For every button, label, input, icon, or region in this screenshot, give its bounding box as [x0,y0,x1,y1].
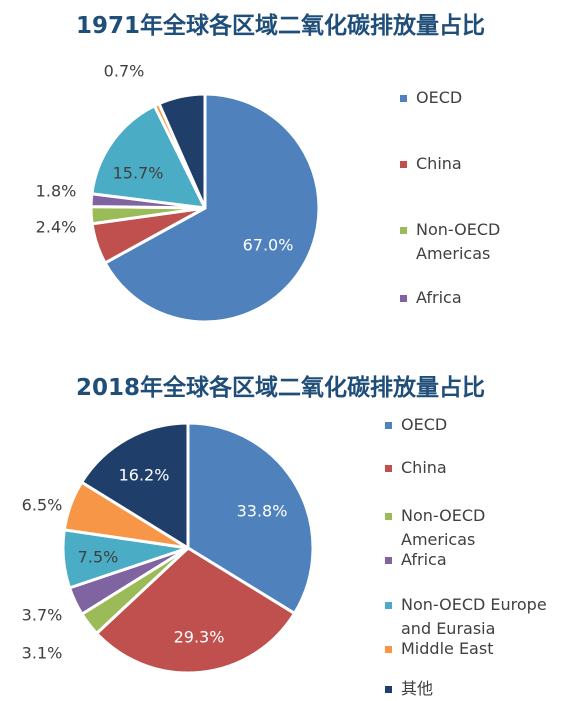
data-label: 2.4% [36,218,77,237]
legend-swatch [400,161,407,168]
legend-swatch [400,95,407,102]
data-label: 6.5% [22,496,63,515]
chart-title: 2018年全球各区域二氧化碳排放量占比 [75,375,485,401]
pie-chart-2018: 33.8% 29.3% 3.1% 3.7% 7.5% 6.5% 16.2% [22,421,315,675]
legend-swatch [385,422,392,429]
legend-swatch [385,646,392,653]
data-label: 0.7% [104,62,145,81]
data-label: 67.0% [243,236,294,255]
legend-label: China [416,154,462,173]
legend-swatch [385,465,392,472]
data-label: 3.7% [22,606,63,625]
data-label: 33.8% [237,502,288,521]
chart-2018: 2018年全球各区域二氧化碳排放量占比 33.8% 29.3% 3.1% 3.7% 7.… [0,360,561,700]
legend-swatch [400,227,407,234]
pie-slice-china [95,546,297,675]
legend-label: China [401,458,447,477]
data-label: 1.8% [36,182,77,201]
data-label: 29.3% [174,628,225,647]
legend-label: Non-OECD Americas [416,220,501,263]
legend-label: Africa [416,288,462,307]
legend-swatch [385,686,392,693]
legend-swatch [385,557,392,564]
legend-label: OECD [416,88,463,107]
chart-title: 1971年全球各区域二氧化碳排放量占比 [75,13,485,39]
pie-slice-other [80,421,190,550]
data-label: 7.5% [78,548,119,567]
legend-label: OECD [401,415,448,434]
pie-slice-non-oecd-europe-and-eurasia [90,104,207,210]
pie-slice-other [157,92,207,210]
pie-slice-oecd [103,92,321,324]
legend-label: 其他 [401,679,434,698]
data-label: 16.2% [119,466,170,485]
legend-label: Middle East [401,639,494,658]
legend-label: Non-OECD Europe and Eurasia [401,595,547,638]
pie-chart-1971: 67.0% 2.4% 1.8% 15.7% 0.7% [36,62,321,324]
legend-swatch [385,602,392,609]
data-label: 15.7% [113,164,164,183]
legend-swatch [400,295,407,302]
legend-swatch [385,513,392,520]
legend-label: Africa [401,550,447,569]
data-label: 3.1% [22,644,63,663]
legend-label: Non-OECD Americas [401,506,486,549]
chart-1971: 1971年全球各区域二氧化碳排放量占比 67.0% 2.4% 1.8% 15.7% 0.… [0,0,561,345]
